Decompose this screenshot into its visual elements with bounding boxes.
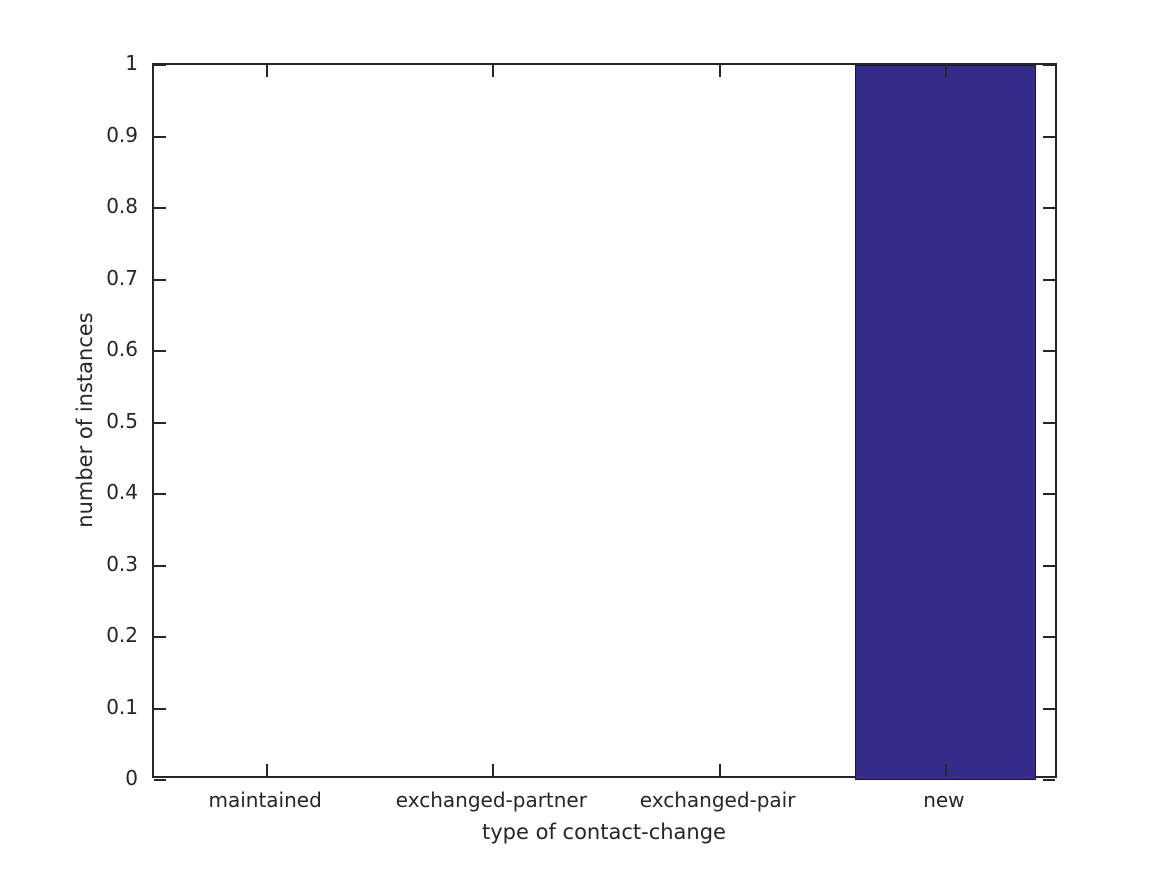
x-tick <box>944 65 947 77</box>
x-tick-label: maintained <box>208 788 322 812</box>
y-tick-label: 0.9 <box>106 122 138 147</box>
x-tick <box>266 65 269 77</box>
y-tick <box>1043 207 1055 209</box>
y-tick <box>154 350 166 352</box>
y-tick-label: 0 <box>125 766 138 790</box>
y-tick <box>154 207 166 209</box>
x-tick-label: exchanged-pair <box>639 788 796 812</box>
x-tick <box>944 764 947 776</box>
y-tick <box>154 421 166 424</box>
y-tick <box>1043 135 1055 138</box>
y-tick <box>154 636 166 638</box>
y-tick <box>1043 493 1055 495</box>
x-tick-label: new <box>923 788 965 812</box>
x-axis-label: type of contact-change <box>482 820 726 844</box>
y-tick <box>154 64 166 66</box>
x-tick-label: exchanged-partner <box>395 788 587 812</box>
y-tick-label: 0.1 <box>106 694 138 719</box>
x-tick <box>718 764 721 776</box>
y-tick <box>154 564 166 567</box>
y-tick-label: 0.2 <box>106 623 138 647</box>
y-tick-label: 0.5 <box>106 408 138 433</box>
x-tick <box>266 764 269 776</box>
bar-new <box>855 65 1037 780</box>
x-tick <box>492 65 495 77</box>
y-tick <box>1043 707 1055 710</box>
y-tick <box>1043 636 1055 638</box>
y-tick <box>154 278 166 281</box>
y-tick <box>1043 278 1055 281</box>
y-tick <box>154 707 166 710</box>
plot-area <box>152 63 1057 781</box>
x-tick <box>718 65 721 77</box>
y-tick <box>154 135 166 138</box>
y-tick <box>1043 64 1055 66</box>
y-tick-label: 0.7 <box>106 265 138 290</box>
x-tick <box>492 764 495 776</box>
y-tick-label: 0.3 <box>106 551 138 576</box>
y-tick-label: 0.4 <box>106 480 138 504</box>
y-tick <box>1043 564 1055 567</box>
y-tick <box>154 779 166 781</box>
y-tick-label: 0.8 <box>106 194 138 218</box>
y-tick-label: 0.6 <box>106 337 138 361</box>
y-tick <box>154 493 166 495</box>
y-tick-label: 1 <box>125 51 138 75</box>
y-tick <box>1043 350 1055 352</box>
y-tick <box>1043 779 1055 781</box>
y-tick <box>1043 421 1055 424</box>
